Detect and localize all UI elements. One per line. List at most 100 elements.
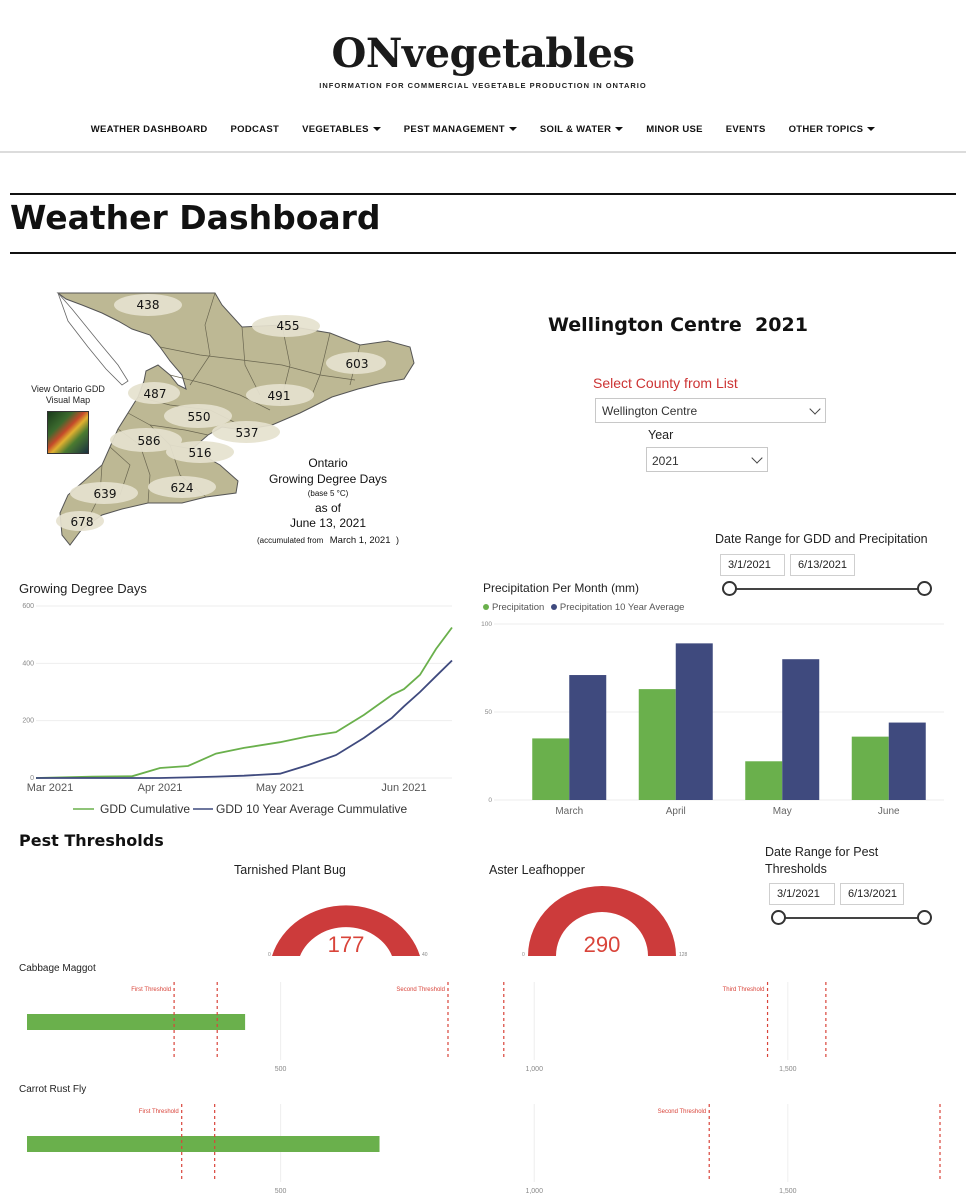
county-select-label: Select County from List (593, 375, 738, 391)
gdd-date-slider-end-handle[interactable] (917, 581, 932, 596)
county-select[interactable]: Wellington Centre (595, 398, 826, 423)
gdd-legend-average: GDD 10 Year Average Cummulative (216, 802, 408, 816)
carrot-rust-fly-threshold-label: First Threshold (139, 1109, 179, 1115)
gdd-x-tick: Jun 2021 (381, 782, 426, 794)
carrot-rust-fly-x-tick: 500 (275, 1188, 287, 1195)
main-nav: WEATHER DASHBOARD PODCAST VEGETABLES PEST M… (0, 124, 966, 135)
nav-item-events[interactable]: EVENTS (726, 124, 766, 135)
site-tagline: INFORMATION FOR COMMERCIAL VEGETABLE PRO… (319, 81, 647, 90)
precip-x-tick: June (878, 806, 900, 817)
map-caption-date: March 1, 2021 (330, 535, 391, 546)
map-caption-line: June 13, 2021 (290, 516, 366, 530)
caret-down-icon (372, 127, 381, 132)
map-caption-prefix: (accumulated from (257, 536, 324, 545)
nav-item-pest-management[interactable]: PEST MANAGEMENT (404, 124, 517, 135)
precip-bar-june-actual (851, 736, 889, 800)
nav-item-label: OTHER TOPICS (788, 124, 864, 135)
caret-down-icon (508, 127, 517, 132)
tarnished-plant-bug-label: Tarnished Plant Bug (234, 863, 346, 877)
gdd-end-date-input[interactable]: 6/13/2021 (790, 554, 855, 576)
legend-dot-precipitation (483, 604, 489, 611)
map-region-label: 516 (189, 446, 212, 460)
cabbage-maggot-x-tick: 1,500 (779, 1066, 797, 1073)
precip-y-tick: 0 (488, 797, 492, 804)
nav-item-label: MINOR USE (646, 124, 703, 135)
tpb-gauge-min: 0 (268, 952, 271, 958)
gdd-start-date-input[interactable]: 3/1/2021 (720, 554, 785, 576)
gdd-x-tick: Mar 2021 (27, 782, 73, 794)
caret-down-icon (867, 127, 876, 132)
pest-date-range-label: Date Range for Pest Thresholds (765, 845, 879, 876)
map-region-label: 586 (138, 434, 161, 448)
pest-start-date-input[interactable]: 3/1/2021 (769, 883, 835, 905)
carrot-rust-fly-threshold-label: Second Threshold (658, 1109, 707, 1115)
site-title[interactable]: ONvegetables (331, 30, 635, 77)
gdd-x-axis: Mar 2021 Apr 2021 May 2021 Jun 2021 (27, 782, 427, 794)
year-select-value: 2021 (652, 454, 679, 468)
gdd-series-lines (35, 626, 453, 779)
map-region-label: 624 (171, 481, 194, 495)
nav-divider (0, 151, 966, 153)
gdd-y-tick: 0 (30, 775, 34, 782)
cabbage-maggot-value-bar (27, 1014, 246, 1030)
map-region-label: 438 (137, 298, 160, 312)
map-caption-line: (base 5 °C) (308, 489, 349, 498)
gdd-line-chart: 0 200 400 600 Mar 2021 Apr 2021 May 2021 Jun 2… (22, 603, 453, 816)
aster-leafhopper-label: Aster Leafhopper (489, 863, 585, 877)
nav-item-weather-dashboard[interactable]: WEATHER DASHBOARD (91, 124, 208, 135)
gdd-series-line-average (36, 659, 453, 779)
station-title: Wellington Centre 2021 (548, 314, 808, 336)
map-region-label: 639 (94, 487, 117, 501)
map-region-label: 603 (346, 357, 369, 371)
cabbage-maggot-chart: 500 1,000 1,500 First Threshold Second Thres… (27, 982, 827, 1073)
map-region-label: 678 (71, 515, 94, 529)
map-gdd-labels: 438 455 603 487 491 550 537 586 516 639 … (71, 298, 369, 529)
year-select[interactable]: 2021 (646, 447, 768, 472)
nav-item-label: PODCAST (230, 124, 280, 135)
map-caption-line: Ontario (308, 456, 348, 470)
cabbage-maggot-threshold-label: Third Threshold (723, 987, 765, 993)
gdd-visual-map-thumbnail[interactable] (47, 411, 89, 454)
gdd-date-slider-track[interactable] (730, 588, 925, 590)
pest-date-slider-track[interactable] (779, 917, 925, 919)
chevron-down-icon (751, 452, 763, 464)
gdd-y-axis: 0 200 400 600 (22, 603, 34, 782)
pest-end-date-input[interactable]: 6/13/2021 (840, 883, 904, 905)
precip-bar-may-average (782, 659, 820, 800)
pest-date-slider-end-handle[interactable] (917, 910, 932, 925)
nav-item-label: PEST MANAGEMENT (403, 124, 505, 135)
pest-date-slider-start-handle[interactable] (771, 910, 786, 925)
nav-item-minor-use[interactable]: MINOR USE (646, 124, 703, 135)
map-caption-suffix: ) (396, 535, 399, 545)
precipitation-chart-title: Precipitation Per Month (mm) (483, 581, 640, 595)
map-land (56, 292, 415, 546)
cabbage-maggot-title: Cabbage Maggot (19, 963, 96, 974)
legend-dot-precipitation-average (550, 604, 557, 611)
map-caption-line: (accumulated from March 1, 2021 ) (257, 535, 399, 546)
gdd-y-tick: 400 (22, 660, 34, 667)
nav-item-other-topics[interactable]: OTHER TOPICS (789, 124, 876, 135)
precip-y-tick: 50 (485, 709, 493, 716)
cabbage-maggot-x-tick: 500 (275, 1066, 287, 1073)
tarnished-plant-bug-gauge: 177 0 40 (268, 905, 428, 958)
precip-bar-june-average (888, 722, 926, 800)
nav-item-podcast[interactable]: PODCAST (231, 124, 280, 135)
gdd-date-slider-start-handle[interactable] (722, 581, 737, 596)
pest-thresholds-title: Pest Thresholds (19, 831, 164, 850)
map-region-label: 550 (188, 410, 211, 424)
legend-precipitation-average: Precipitation 10 Year Average (559, 602, 685, 613)
map-link-label[interactable]: View Ontario GDD Visual Map (31, 384, 105, 405)
map-region-label: 491 (268, 389, 291, 403)
tpb-gauge-value: 177 (328, 932, 365, 957)
gdd-date-range-label: Date Range for GDD and Precipitation (715, 532, 928, 546)
nav-item-soil-water[interactable]: SOIL & WATER (540, 124, 624, 135)
gdd-x-tick: Apr 2021 (138, 782, 183, 794)
precip-bar-april-average (675, 643, 713, 800)
map-caption: Ontario Growing Degree Days (base 5 °C) … (257, 456, 399, 546)
nav-item-vegetables[interactable]: VEGETABLES (302, 124, 381, 135)
carrot-rust-fly-title: Carrot Rust Fly (19, 1084, 87, 1095)
carrot-rust-fly-x-tick: 1,000 (525, 1188, 543, 1195)
map-region-label: 537 (236, 426, 259, 440)
chevron-down-icon (809, 403, 821, 415)
title-rule-bottom (10, 252, 956, 254)
